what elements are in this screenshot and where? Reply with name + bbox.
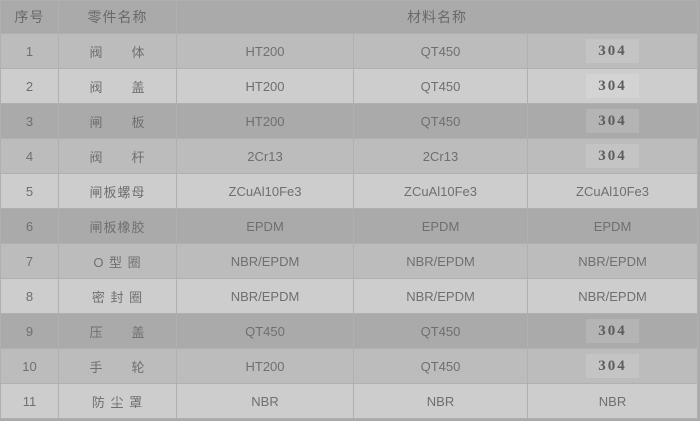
part-name-cell: 阀 体: [58, 33, 177, 69]
serial-cell: 4: [0, 138, 59, 174]
material-cell: 304: [526, 313, 699, 349]
part-name-cell: 压 盖: [58, 313, 177, 349]
material-cell: 304: [526, 103, 699, 139]
table-row: 6 闸板橡胶 EPDM EPDM EPDM: [0, 208, 699, 244]
material-cell: ZCuAl10Fe3: [176, 173, 354, 209]
material-cell: 2Cr13: [353, 138, 528, 174]
material-cell: QT450: [353, 103, 528, 139]
part-name-cell: 手 轮: [58, 348, 177, 384]
material-cell: 304: [526, 138, 699, 174]
material-cell: NBR/EPDM: [176, 278, 354, 314]
material-cell: QT450: [353, 68, 528, 104]
serial-cell: 5: [0, 173, 59, 209]
part-name-cell: O 型 圈: [58, 243, 177, 279]
serial-cell: 6: [0, 208, 59, 244]
material-cell: QT450: [353, 33, 528, 69]
part-name-cell: 防 尘 罩: [58, 383, 177, 419]
table-row: 10 手 轮 HT200 QT450 304: [0, 348, 699, 384]
serial-cell: 7: [0, 243, 59, 279]
material-304-badge: 304: [586, 144, 639, 168]
material-cell: NBR/EPDM: [353, 278, 528, 314]
material-cell: NBR/EPDM: [176, 243, 354, 279]
material-cell: 304: [526, 68, 699, 104]
material-304-badge: 304: [586, 109, 639, 133]
serial-cell: 10: [0, 348, 59, 384]
material-cell: HT200: [176, 348, 354, 384]
material-cell: 2Cr13: [176, 138, 354, 174]
material-cell: NBR/EPDM: [526, 278, 699, 314]
material-304-badge: 304: [586, 74, 639, 98]
header-material-name: 材料名称: [175, 0, 699, 34]
part-name-cell: 阀 盖: [58, 68, 177, 104]
serial-cell: 3: [0, 103, 59, 139]
material-cell: QT450: [176, 313, 354, 349]
header-row: 序号 零件名称 材料名称: [0, 0, 699, 34]
serial-cell: 9: [0, 313, 59, 349]
material-cell: HT200: [176, 33, 354, 69]
material-304-badge: 304: [586, 39, 639, 63]
table-header: 序号 零件名称 材料名称: [0, 0, 699, 34]
material-cell: NBR: [353, 383, 528, 419]
part-name-cell: 闸 板: [58, 103, 177, 139]
table-row: 11 防 尘 罩 NBR NBR NBR: [0, 383, 699, 419]
material-304-badge: 304: [586, 319, 639, 343]
material-304-badge: 304: [586, 354, 639, 378]
material-cell: NBR/EPDM: [353, 243, 528, 279]
header-part-name: 零件名称: [58, 0, 177, 34]
material-cell: NBR/EPDM: [526, 243, 699, 279]
material-cell: NBR: [176, 383, 354, 419]
serial-cell: 1: [0, 33, 59, 69]
material-cell: QT450: [353, 313, 528, 349]
part-name-cell: 闸板螺母: [58, 173, 177, 209]
material-cell: QT450: [353, 348, 528, 384]
part-name-cell: 阀 杆: [58, 138, 177, 174]
material-cell: HT200: [176, 103, 354, 139]
material-cell: EPDM: [176, 208, 354, 244]
serial-cell: 8: [0, 278, 59, 314]
part-name-cell: 闸板橡胶: [58, 208, 177, 244]
material-cell: NBR: [526, 383, 699, 419]
material-cell: 304: [526, 33, 699, 69]
part-name-cell: 密 封 圈: [58, 278, 177, 314]
serial-cell: 11: [0, 383, 59, 419]
material-cell: ZCuAl10Fe3: [526, 173, 699, 209]
material-cell: ZCuAl10Fe3: [353, 173, 528, 209]
header-serial: 序号: [0, 0, 59, 34]
table-row: 5 闸板螺母 ZCuAl10Fe3 ZCuAl10Fe3 ZCuAl10Fe3: [0, 173, 699, 209]
material-cell: 304: [526, 348, 699, 384]
material-cell: EPDM: [526, 208, 699, 244]
material-cell: EPDM: [353, 208, 528, 244]
serial-cell: 2: [0, 68, 59, 104]
material-cell: HT200: [176, 68, 354, 104]
